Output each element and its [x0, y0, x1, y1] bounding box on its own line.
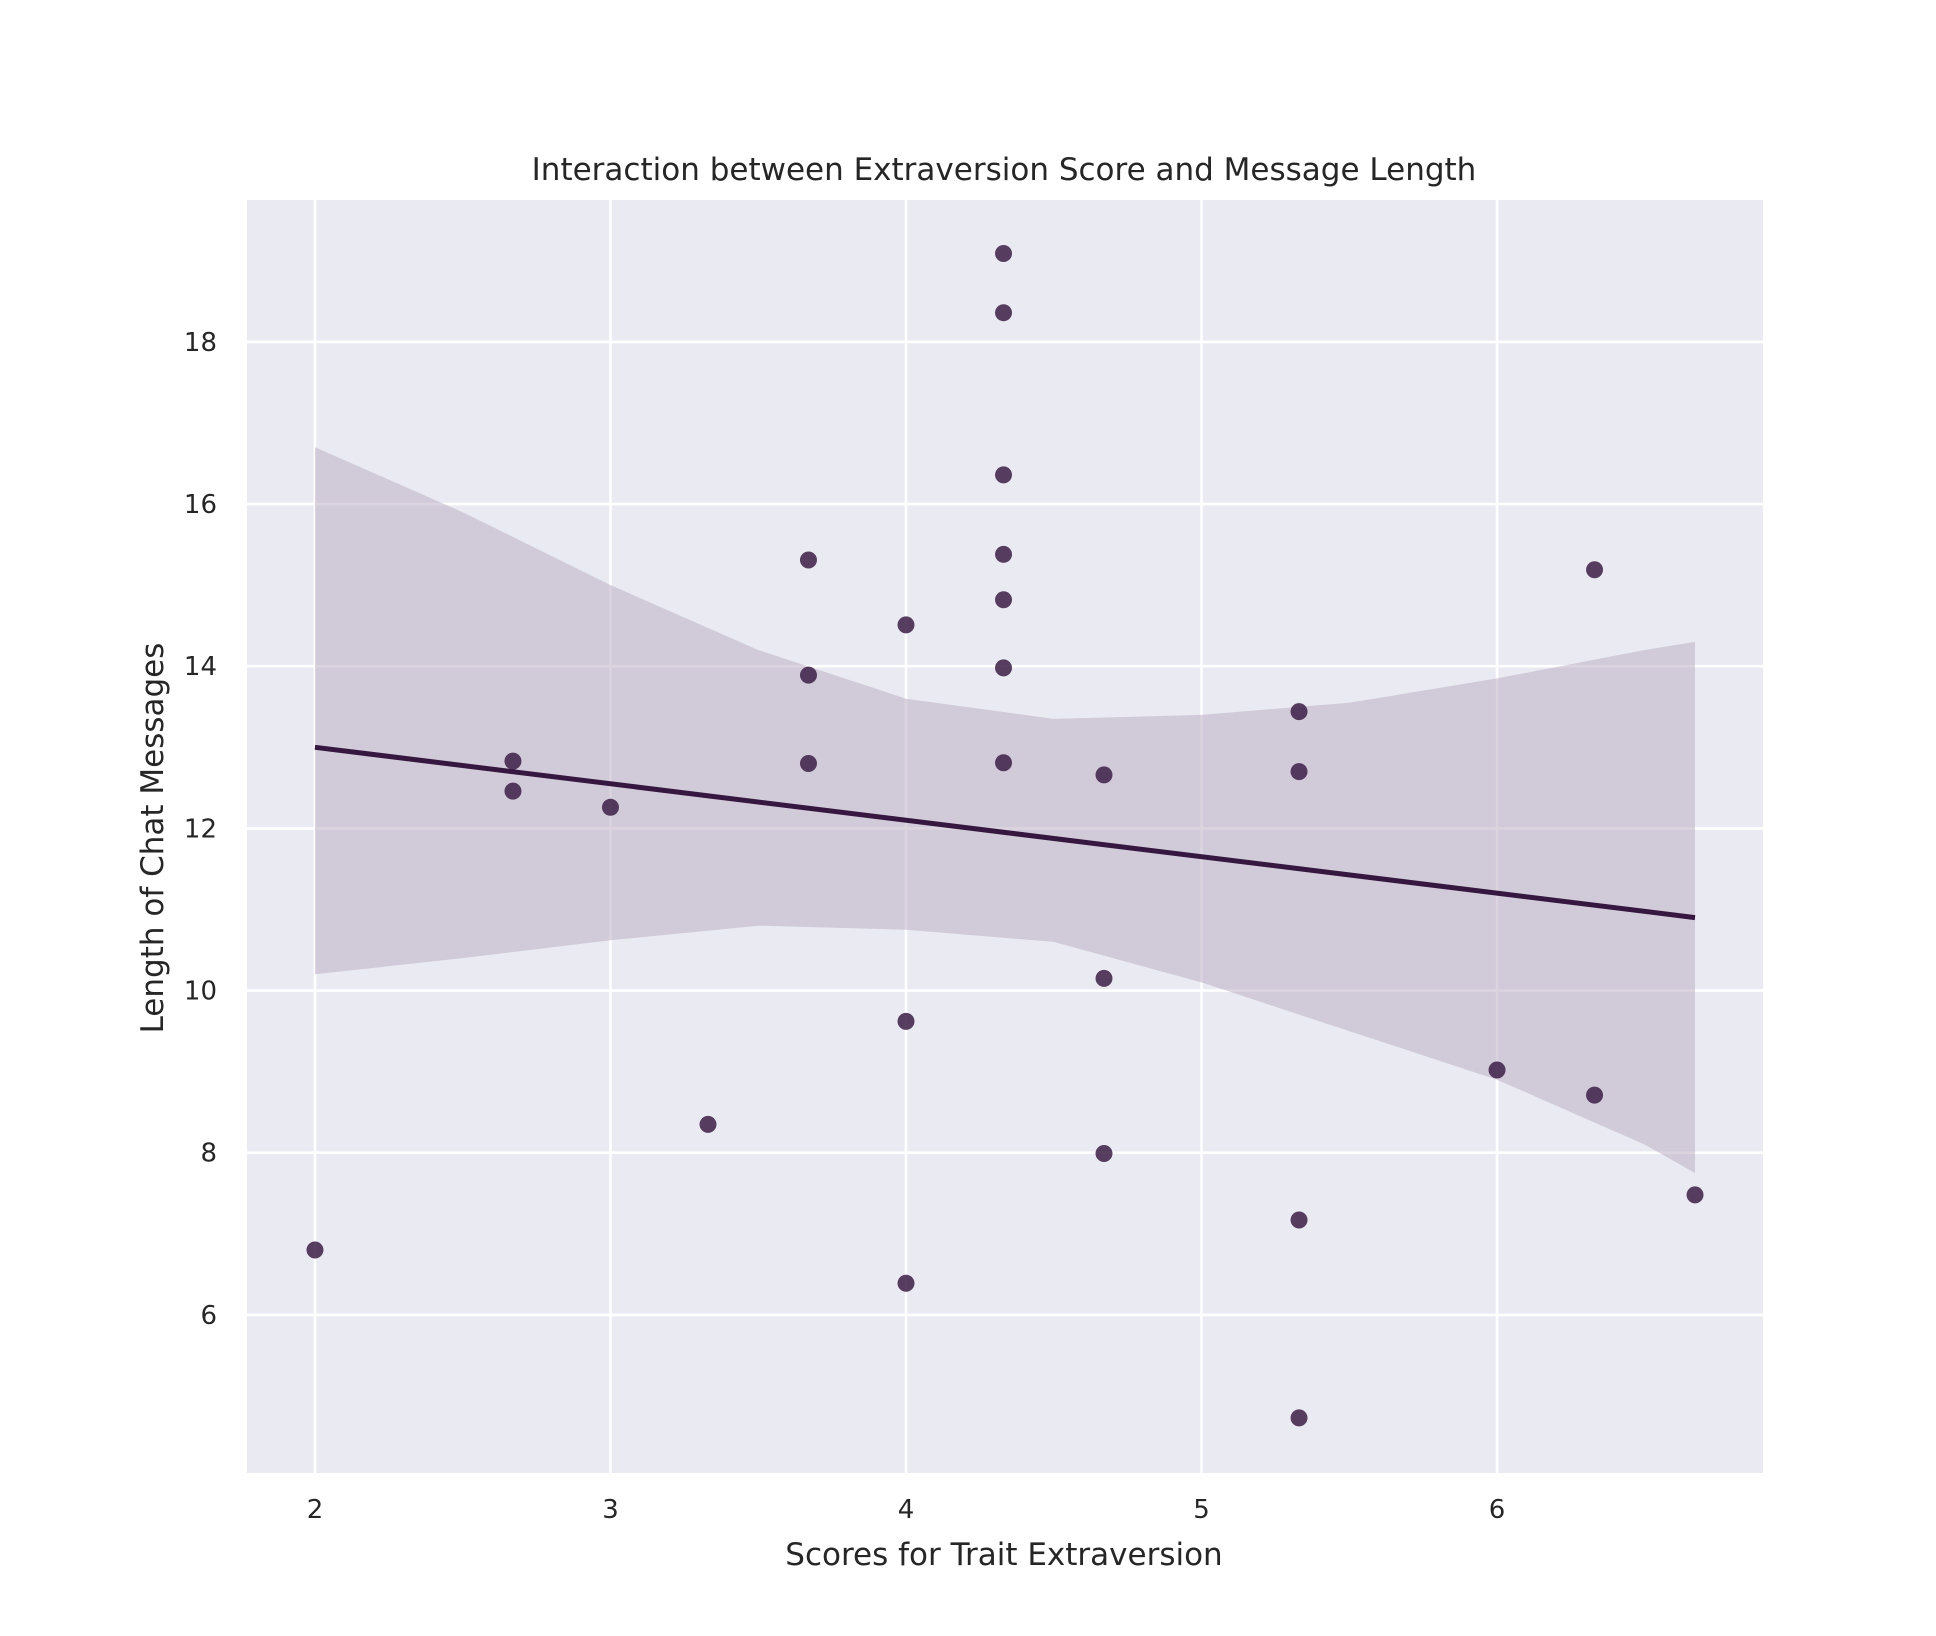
data-point: [995, 659, 1013, 677]
data-point: [799, 666, 817, 684]
data-point: [504, 782, 522, 800]
y-axis-ticks: 6 8 10 12 14 16 18: [184, 328, 217, 1331]
chart-title: Interaction between Extraversion Score a…: [532, 152, 1477, 188]
data-points: [306, 245, 1704, 1427]
y-tick-label: 18: [184, 328, 217, 358]
data-point: [897, 616, 915, 634]
data-point: [699, 1115, 717, 1133]
data-point: [995, 245, 1013, 263]
data-point: [1488, 1061, 1506, 1079]
y-axis-label: Length of Chat Messages: [135, 643, 171, 1034]
y-tick-label: 8: [200, 1139, 217, 1169]
y-tick-label: 12: [184, 814, 217, 844]
x-tick-label: 2: [307, 1495, 324, 1525]
data-point: [1095, 969, 1113, 987]
x-tick-label: 4: [898, 1495, 915, 1525]
data-point: [601, 798, 619, 816]
data-point: [799, 755, 817, 773]
data-point: [1290, 763, 1308, 781]
data-point: [1095, 766, 1113, 784]
y-tick-label: 16: [184, 490, 217, 520]
confidence-band: [315, 447, 1695, 1173]
x-axis-ticks: 2 3 4 5 6: [307, 1495, 1506, 1525]
data-point: [799, 551, 817, 569]
data-point: [995, 466, 1013, 484]
y-tick-label: 6: [200, 1301, 217, 1331]
y-tick-label: 10: [184, 977, 217, 1007]
data-point: [1686, 1186, 1704, 1204]
regression-line: [314, 744, 1696, 921]
data-point: [1586, 1086, 1604, 1104]
x-axis-label: Scores for Trait Extraversion: [785, 1537, 1222, 1573]
data-point: [995, 545, 1013, 563]
data-point: [897, 1012, 915, 1030]
data-point: [1290, 1409, 1308, 1427]
data-point: [1586, 561, 1604, 579]
y-tick-label: 14: [184, 652, 217, 682]
data-point: [306, 1241, 324, 1259]
data-point: [1290, 1211, 1308, 1229]
data-point: [995, 754, 1013, 772]
x-tick-label: 3: [602, 1495, 619, 1525]
data-point: [897, 1274, 915, 1292]
x-tick-label: 6: [1489, 1495, 1506, 1525]
x-tick-label: 5: [1193, 1495, 1210, 1525]
data-point: [1095, 1145, 1113, 1163]
data-point: [504, 752, 522, 770]
data-point: [995, 304, 1013, 322]
data-point: [995, 591, 1013, 609]
data-point: [1290, 703, 1308, 721]
